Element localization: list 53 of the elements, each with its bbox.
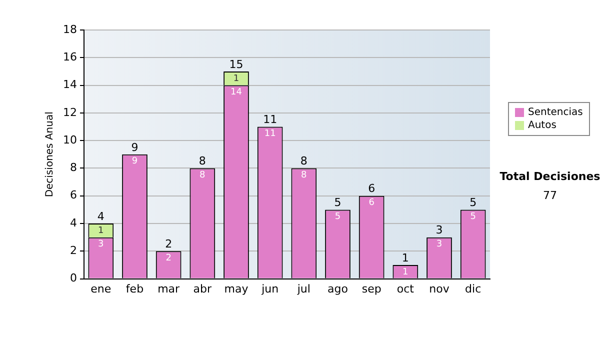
total-label: 3 — [436, 224, 443, 237]
data-label: 6 — [368, 198, 375, 208]
total-label: 5 — [470, 196, 477, 210]
text: 77 — [542, 189, 558, 202]
text: Total Decisiones — [498, 170, 600, 183]
y-tick-label: 18 — [62, 22, 77, 36]
data-label: 5 — [334, 212, 341, 222]
x-tick-label: dic — [465, 282, 482, 296]
legend-label: Autos — [528, 120, 556, 131]
y-axis-title: Decisiones Anual — [44, 112, 56, 198]
x-tick-label: ago — [328, 282, 348, 296]
x-tick-label: ene — [90, 282, 112, 296]
total-label: 11 — [263, 113, 278, 126]
data-label: 9 — [132, 156, 138, 167]
x-tick-label: abr — [193, 282, 212, 296]
x-tick-label: jun — [260, 282, 279, 296]
y-tick-label: 12 — [62, 106, 77, 119]
y-tick-label: 8 — [70, 161, 77, 174]
data-label: 1 — [98, 226, 104, 236]
data-label: 8 — [200, 170, 206, 181]
x-tick-label: may — [224, 282, 249, 296]
y-tick-label: 4 — [70, 216, 77, 230]
total-label: 4 — [97, 210, 104, 223]
x-tick-label: mar — [158, 282, 180, 296]
total-label: 2 — [165, 238, 172, 251]
y-tick-label: 0 — [70, 272, 77, 285]
data-label: 3 — [98, 240, 104, 250]
x-tick-label: feb — [126, 282, 144, 296]
x-tick-label: jul — [296, 282, 310, 296]
x-tick-label: nov — [429, 282, 450, 296]
y-tick-label: 10 — [62, 133, 77, 146]
data-label: 3 — [436, 240, 442, 250]
total-label: 9 — [131, 140, 138, 154]
data-label: 1 — [233, 74, 240, 84]
y-tick-label: 6 — [70, 188, 77, 202]
total-label: 8 — [198, 154, 206, 168]
y-tick-label: 14 — [62, 78, 77, 92]
total-label: 1 — [402, 251, 409, 264]
data-label: 2 — [166, 254, 172, 264]
x-tick-label: oct — [396, 282, 415, 296]
total-label: 5 — [334, 196, 342, 210]
y-tick-label: 16 — [62, 50, 77, 64]
data-label: 8 — [301, 170, 308, 181]
legend-label: Sentencias — [528, 107, 583, 118]
y-tick-label: 2 — [70, 244, 77, 258]
total-label: 8 — [300, 154, 308, 168]
x-tick-label: sep — [362, 282, 382, 296]
data-label: 1 — [402, 267, 408, 278]
data-label: 5 — [470, 212, 476, 222]
data-label: 14 — [230, 88, 242, 98]
total-label: 15 — [229, 58, 244, 71]
data-label: 11 — [264, 129, 276, 140]
total-label: 6 — [368, 182, 376, 196]
